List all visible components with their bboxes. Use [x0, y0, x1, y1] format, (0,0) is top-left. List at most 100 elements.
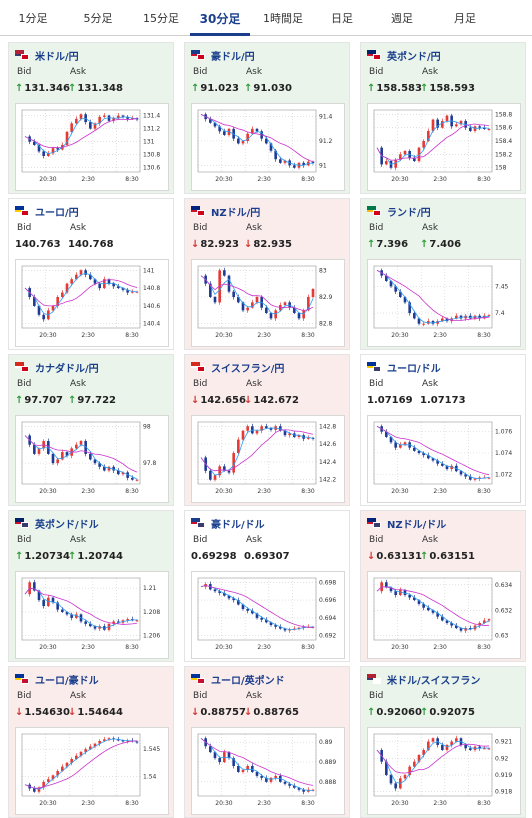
price-chart-svg: 91.4 91.2 91 20:30 2:30 8:30: [197, 109, 333, 183]
candle-body: [241, 430, 245, 440]
y-tick-label: 0.696: [319, 597, 336, 604]
candle-body: [311, 288, 315, 297]
price-chart[interactable]: 142.8 142.6 142.4 142.2 20:30 2:30 8:30: [191, 415, 345, 503]
pair-card[interactable]: ユーロ/豪ドル Bid Ask ↓1.54630 ↓1.54644 1.545 1.54 20…: [8, 666, 174, 818]
candle-body: [441, 318, 444, 322]
tab-1時間足[interactable]: 1時間足: [263, 12, 303, 25]
pair-name-link[interactable]: 米ドル/円: [35, 52, 79, 63]
price-chart[interactable]: 1.076 1.074 1.072 20:30 2:30 8:30: [367, 415, 521, 503]
candle-body: [61, 452, 64, 460]
pair-card[interactable]: 米ドル/スイスフラン Bid Ask ↑0.92060 ↑0.92075 0.921 0.9…: [360, 666, 526, 818]
tab-15分足[interactable]: 15分足: [143, 12, 179, 25]
y-tick-label: 82.8: [319, 321, 333, 328]
ask-label: Ask: [70, 67, 87, 77]
arrow-up-icon: ↑: [420, 239, 429, 250]
price-chart[interactable]: 0.89 0.889 0.888 20:30 2:30 8:30: [191, 727, 345, 815]
pair-card[interactable]: ユーロ/ドル Bid Ask 1.07169 1.07173 1.076 1.074 1.07…: [360, 354, 526, 506]
candle-body: [42, 600, 45, 607]
x-tick-label: 2:30: [257, 644, 271, 651]
pair-card[interactable]: 英ポンド/ドル Bid Ask ↑1.20734 ↑1.20744 1.21 1.208 1.…: [8, 510, 174, 662]
pair-name-link[interactable]: 米ドル/スイスフラン: [387, 676, 481, 687]
candle-body: [283, 302, 287, 306]
price-chart[interactable]: 83 82.9 82.8 20:30 2:30 8:30: [191, 259, 345, 347]
price-chart[interactable]: 0.634 0.632 0.63 20:30 2:30 8:30: [367, 571, 521, 659]
y-tick-label: 140.8: [143, 285, 160, 292]
x-tick-label: 8:30: [125, 176, 139, 183]
tab-1分足[interactable]: 1分足: [18, 12, 48, 25]
y-tick-label: 0.889: [319, 759, 336, 766]
pair-name-link[interactable]: 豪ドル/円: [211, 52, 255, 63]
arrow-up-icon: ↑: [191, 83, 200, 94]
ma-long-line: [376, 123, 490, 161]
tab-30分足[interactable]: 30分足: [190, 0, 250, 36]
x-tick-label: 20:30: [39, 488, 56, 495]
pair-card[interactable]: ユーロ/英ポンド Bid Ask ↓0.88757 ↓0.88765 0.89 0.889 0…: [184, 666, 350, 818]
ask-label: Ask: [422, 535, 439, 545]
arrow-down-icon: ↓: [244, 707, 253, 718]
pair-name-link[interactable]: NZドル/ドル: [387, 520, 447, 531]
pair-card[interactable]: カナダドル/円 Bid Ask ↑97.707 ↑97.722 98 97.8 20:30 2:…: [8, 354, 174, 506]
pair-card[interactable]: ユーロ/円 Bid Ask 140.763 140.768 141 140.8 140.6 14…: [8, 198, 174, 350]
price-chart[interactable]: 0.921 0.92 0.919 0.918 20:30 2:30 8:30: [367, 727, 521, 815]
price-chart[interactable]: 1.21 1.208 1.206 20:30 2:30 8:30: [15, 571, 169, 659]
candle-body: [260, 426, 263, 431]
price-chart-svg: 1.076 1.074 1.072 20:30 2:30 8:30: [373, 421, 512, 495]
x-tick-label: 2:30: [433, 176, 447, 183]
pair-name-link[interactable]: ユーロ/ドル: [387, 364, 441, 375]
candle-body: [223, 270, 226, 276]
pair-card[interactable]: ランド/円 Bid Ask ↑7.396 ↑7.406 7.45 7.4 20:30 2:30 8…: [360, 198, 526, 350]
y-tick-label: 131.2: [143, 126, 160, 133]
pair-card[interactable]: 豪ドル/ドル Bid Ask 0.69298 0.69307 0.698 0.696 0.69…: [184, 510, 350, 662]
ask-value: ↓142.672: [244, 395, 299, 406]
candle-body: [89, 453, 92, 460]
candle-body: [265, 426, 268, 429]
tab-5分足[interactable]: 5分足: [83, 12, 113, 25]
y-tick-label: 0.634: [495, 582, 512, 589]
price-chart[interactable]: 131.4 131.2 131 130.8 130.6 20:30 2:30 8:30: [15, 103, 169, 191]
pair-name-link[interactable]: ユーロ/円: [35, 208, 79, 219]
price-chart[interactable]: 7.45 7.4 20:30 2:30 8:30: [367, 259, 521, 347]
pair-card[interactable]: 米ドル/円 Bid Ask ↑131.346 ↑131.348 131.4 131.2 131…: [8, 42, 174, 194]
pair-header: NZドル/ドル: [367, 516, 523, 531]
price-chart[interactable]: 1.545 1.54 20:30 2:30 8:30: [15, 727, 169, 815]
plot-frame: [373, 733, 493, 797]
tab-月足[interactable]: 月足: [454, 12, 476, 25]
price-chart[interactable]: 91.4 91.2 91 20:30 2:30 8:30: [191, 103, 345, 191]
pair-card[interactable]: NZドル/円 Bid Ask ↓82.923 ↓82.935 83 82.9 82.8 20:3…: [184, 198, 350, 350]
pair-card[interactable]: 豪ドル/円 Bid Ask ↑91.023 ↑91.030 91.4 91.2 91 20:30…: [184, 42, 350, 194]
pair-name-link[interactable]: スイスフラン/円: [211, 364, 285, 375]
pair-name-link[interactable]: ユーロ/豪ドル: [35, 676, 99, 687]
x-tick-label: 8:30: [301, 488, 315, 495]
pair-card[interactable]: 英ポンド/円 Bid Ask ↑158.583 ↑158.593 158.8 158.6 15…: [360, 42, 526, 194]
pair-name-link[interactable]: 豪ドル/ドル: [211, 520, 265, 531]
pair-name-link[interactable]: 英ポンド/ドル: [35, 520, 99, 531]
tab-日足[interactable]: 日足: [331, 12, 353, 25]
price-chart-svg: 1.545 1.54 20:30 2:30 8:30: [21, 733, 160, 807]
tab-週足[interactable]: 週足: [391, 12, 413, 25]
candle-body: [135, 479, 139, 481]
y-tick-label: 83: [319, 267, 327, 274]
pair-name-link[interactable]: NZドル/円: [211, 208, 261, 219]
price-chart[interactable]: 158.8 158.6 158.4 158.2 158 20:30 2:30 8:30: [367, 103, 521, 191]
pair-name-link[interactable]: ユーロ/英ポンド: [211, 676, 285, 687]
price-chart[interactable]: 98 97.8 20:30 2:30 8:30: [15, 415, 169, 503]
price-chart[interactable]: 0.698 0.696 0.694 0.692 20:30 2:30 8:30: [191, 571, 345, 659]
pair-card[interactable]: NZドル/ドル Bid Ask ↓0.63131 ↑0.63151 0.634 0.632 0…: [360, 510, 526, 662]
y-tick-label: 0.694: [319, 615, 336, 622]
price-chart[interactable]: 141 140.8 140.6 140.4 20:30 2:30 8:30: [15, 259, 169, 347]
ma-short-line: [24, 116, 138, 155]
candle-body: [93, 459, 97, 464]
candle-body: [37, 590, 41, 601]
candle-body: [478, 746, 481, 749]
pair-name-link[interactable]: 英ポンド/円: [387, 52, 441, 63]
candle-body: [450, 318, 453, 322]
pair-card[interactable]: スイスフラン/円 Bid Ask ↓142.656 ↓142.672 142.8 142.6…: [184, 354, 350, 506]
pair-name-link[interactable]: カナダドル/円: [35, 364, 99, 375]
x-tick-label: 8:30: [477, 644, 491, 651]
pair-header: ランド/円: [367, 204, 523, 219]
candle-body: [297, 435, 301, 437]
pair-name-link[interactable]: ランド/円: [387, 208, 431, 219]
candle-body: [107, 115, 111, 121]
bid-label: Bid: [17, 223, 32, 233]
y-tick-label: 1.545: [143, 746, 160, 753]
